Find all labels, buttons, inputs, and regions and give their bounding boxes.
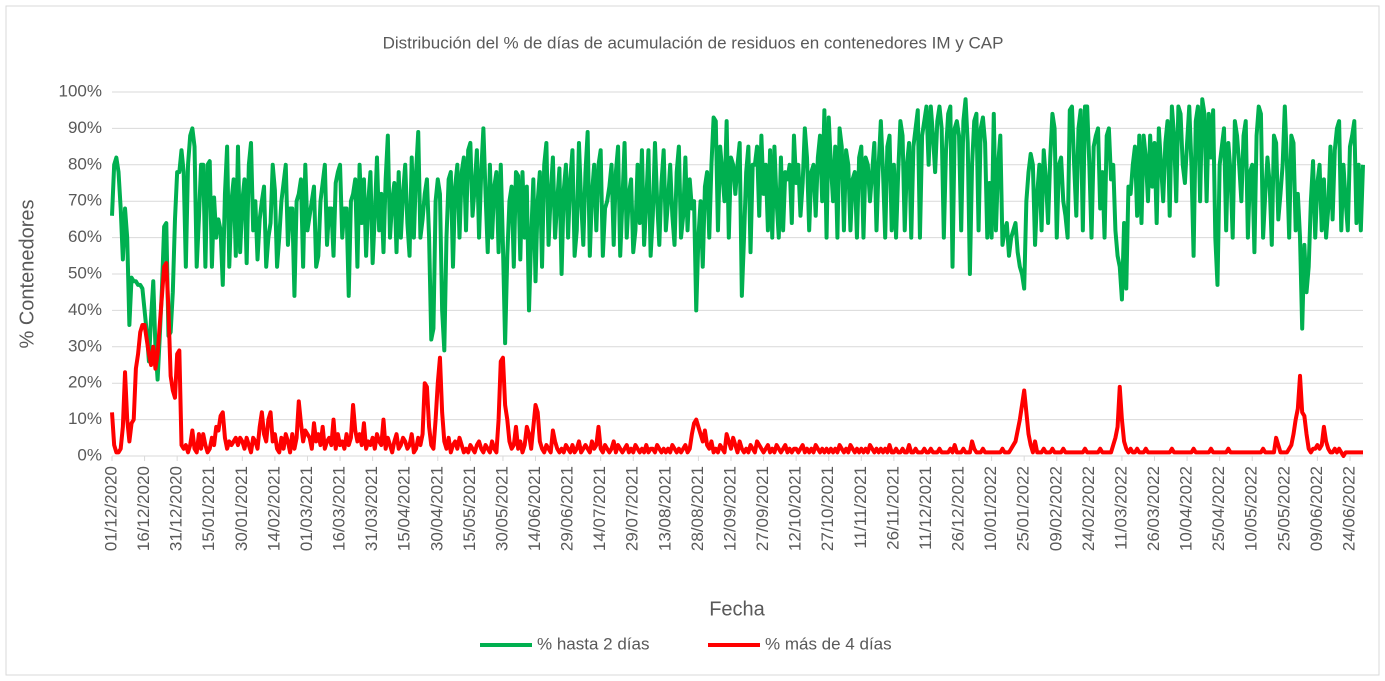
x-tick-label: 26/03/2022 xyxy=(1144,466,1163,551)
x-tick-label: 10/04/2022 xyxy=(1177,466,1196,551)
x-tick-label: 11/12/2021 xyxy=(916,466,935,550)
x-tick-label: 09/06/2022 xyxy=(1307,466,1326,551)
x-tick-label: 09/02/2022 xyxy=(1046,466,1065,551)
x-tick-label: 30/05/2021 xyxy=(492,466,511,551)
legend-label: % hasta 2 días xyxy=(537,634,649,653)
x-tick-label: 27/10/2021 xyxy=(818,466,837,551)
x-tick-label: 01/12/2020 xyxy=(101,466,120,551)
x-tick-label: 25/01/2022 xyxy=(1014,466,1033,551)
x-tick-label: 01/03/2021 xyxy=(297,466,316,551)
x-tick-label: 11/03/2022 xyxy=(1111,466,1130,550)
y-tick-label: 50% xyxy=(68,263,102,282)
chart-title: Distribución del % de días de acumulació… xyxy=(383,33,1004,52)
x-tick-label: 29/07/2021 xyxy=(623,466,642,551)
series-line xyxy=(110,261,1363,458)
y-tick-label: 30% xyxy=(68,336,102,355)
y-tick-label: 100% xyxy=(59,81,102,100)
x-tick-label: 25/04/2022 xyxy=(1209,466,1228,551)
y-axis-title: % Contenedores xyxy=(16,200,38,349)
y-tick-label: 90% xyxy=(68,118,102,137)
y-tick-label: 60% xyxy=(68,227,102,246)
x-tick-label: 25/05/2022 xyxy=(1274,466,1293,551)
x-tick-label: 26/11/2021 xyxy=(883,466,902,550)
x-tick-label: 13/08/2021 xyxy=(655,466,674,551)
x-tick-label: 10/01/2022 xyxy=(981,466,1000,551)
x-tick-label: 28/08/2021 xyxy=(688,466,707,551)
y-tick-label: 70% xyxy=(68,191,102,210)
x-tick-label: 31/12/2020 xyxy=(167,466,186,551)
y-tick-label: 0% xyxy=(77,445,102,464)
x-tick-label: 12/09/2021 xyxy=(720,466,739,551)
x-tick-label: 26/12/2021 xyxy=(949,466,968,551)
x-tick-label: 31/03/2021 xyxy=(362,466,381,551)
x-tick-label: 30/01/2021 xyxy=(232,466,251,551)
x-tick-label: 12/10/2021 xyxy=(786,466,805,551)
x-axis-title: Fecha xyxy=(709,598,765,620)
y-tick-label: 20% xyxy=(68,373,102,392)
x-tick-label: 15/04/2021 xyxy=(395,466,414,551)
x-tick-label: 10/05/2022 xyxy=(1242,466,1261,551)
y-tick-label: 80% xyxy=(68,154,102,173)
x-tick-label: 16/12/2020 xyxy=(134,466,153,551)
series-line xyxy=(110,97,1365,382)
x-tick-label: 24/06/2022 xyxy=(1339,466,1358,551)
x-tick-label: 16/03/2021 xyxy=(330,466,349,551)
chart-frame xyxy=(5,5,1380,676)
x-tick-label: 14/02/2021 xyxy=(264,466,283,551)
legend-label: % más de 4 días xyxy=(765,634,892,653)
x-tick-label: 14/06/2021 xyxy=(525,466,544,551)
x-tick-label: 27/09/2021 xyxy=(753,466,772,551)
y-tick-label: 40% xyxy=(68,300,102,319)
x-tick-label: 14/07/2021 xyxy=(590,466,609,551)
x-tick-label: 30/04/2021 xyxy=(427,466,446,551)
x-tick-label: 24/02/2022 xyxy=(1079,466,1098,551)
x-tick-label: 15/05/2021 xyxy=(460,466,479,551)
x-tick-label: 15/01/2021 xyxy=(199,466,218,551)
x-tick-label: 11/11/2021 xyxy=(851,466,870,549)
x-tick-label: 29/06/2021 xyxy=(558,466,577,551)
y-tick-label: 10% xyxy=(68,409,102,428)
